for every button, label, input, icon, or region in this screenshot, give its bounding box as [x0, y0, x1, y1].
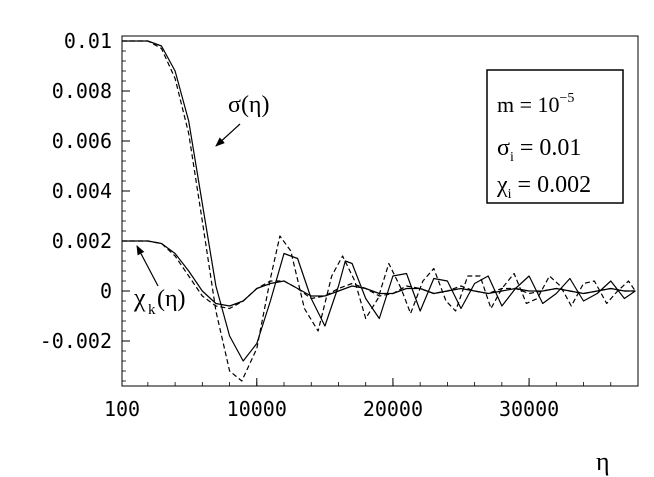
chi-arrow — [136, 245, 159, 287]
x-axis-label: η — [596, 447, 610, 476]
x-tick-label: 100 — [104, 397, 140, 421]
legend-sigma-initial: σi = 0.01 — [497, 135, 581, 165]
y-tick-label: -0.002 — [40, 329, 112, 353]
svg-text:χ: χ — [133, 283, 146, 312]
y-tick-label: 0.004 — [52, 179, 112, 203]
legend-chi-initial: χi = 0.002 — [496, 172, 591, 202]
svg-text:(η): (η) — [157, 286, 186, 312]
legend-mass: m = 10−5 — [497, 91, 574, 117]
y-tick-label: 0 — [100, 279, 112, 303]
plot-frame — [121, 35, 639, 387]
x-tick-label: 10000 — [227, 397, 287, 421]
x-tick-label: 20000 — [363, 397, 423, 421]
svg-text:k: k — [148, 302, 156, 318]
y-tick-label: 0.002 — [52, 229, 112, 253]
series-line-3 — [122, 240, 636, 310]
series-line-0 — [122, 40, 636, 362]
legend-box: m = 10−5 σi = 0.01 χi = 0.002 — [486, 69, 624, 204]
y-tick-label: 0.006 — [52, 129, 112, 153]
x-tick-label: 30000 — [499, 397, 559, 421]
sigma-label: σ(η) — [228, 92, 269, 118]
sigma-arrow — [215, 123, 241, 147]
chi-label: χ k (η) — [133, 283, 186, 318]
y-tick-label: 0.008 — [52, 79, 112, 103]
y-tick-label: 0.01 — [64, 29, 112, 53]
